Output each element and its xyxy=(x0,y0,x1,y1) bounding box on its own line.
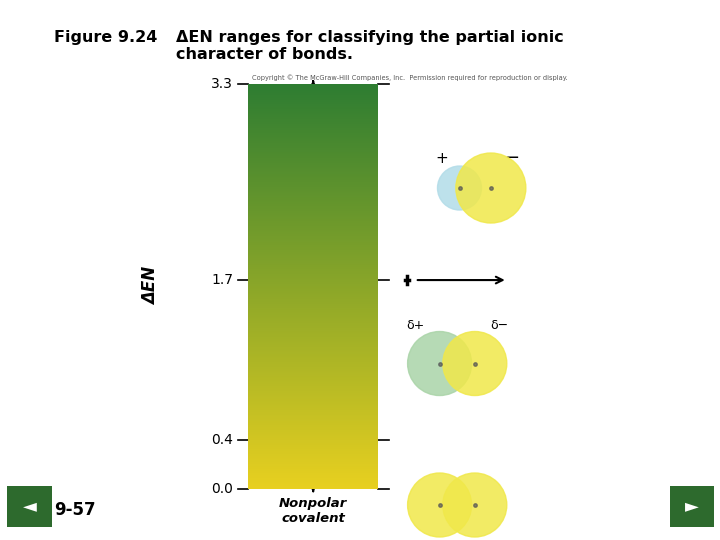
Circle shape xyxy=(408,473,472,537)
Circle shape xyxy=(438,166,482,210)
Text: δ+: δ+ xyxy=(406,319,424,332)
Text: Figure 9.24: Figure 9.24 xyxy=(54,30,158,45)
Circle shape xyxy=(443,473,507,537)
Circle shape xyxy=(456,153,526,223)
Text: 3.3: 3.3 xyxy=(212,77,233,91)
Text: ◄: ◄ xyxy=(22,497,37,516)
Text: 0.0: 0.0 xyxy=(212,482,233,496)
Bar xyxy=(670,486,714,526)
Text: Polar
covalent: Polar covalent xyxy=(282,346,345,374)
Text: 9-57: 9-57 xyxy=(54,501,96,519)
Circle shape xyxy=(408,332,472,395)
Text: Mostly
covalent: Mostly covalent xyxy=(282,450,345,478)
Text: 1.7: 1.7 xyxy=(211,273,233,287)
Bar xyxy=(7,486,52,526)
Text: +: + xyxy=(435,151,448,166)
Text: ►: ► xyxy=(685,497,699,516)
Text: Nonpolar
covalent: Nonpolar covalent xyxy=(279,497,347,525)
Text: −: − xyxy=(504,149,519,167)
Text: ΔEN ranges for classifying the partial ionic
character of bonds.: ΔEN ranges for classifying the partial i… xyxy=(176,30,564,62)
Text: ΔEN: ΔEN xyxy=(142,267,160,305)
Text: 0.4: 0.4 xyxy=(212,433,233,447)
Text: Mostly
ionic: Mostly ionic xyxy=(289,168,338,196)
Text: δ−: δ− xyxy=(490,319,508,332)
Text: Copyright © The McGraw-Hill Companies, Inc.  Permission required for reproductio: Copyright © The McGraw-Hill Companies, I… xyxy=(252,75,568,81)
Circle shape xyxy=(443,332,507,395)
